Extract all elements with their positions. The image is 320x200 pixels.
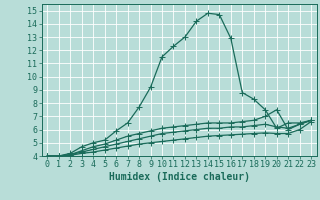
X-axis label: Humidex (Indice chaleur): Humidex (Indice chaleur) (109, 172, 250, 182)
